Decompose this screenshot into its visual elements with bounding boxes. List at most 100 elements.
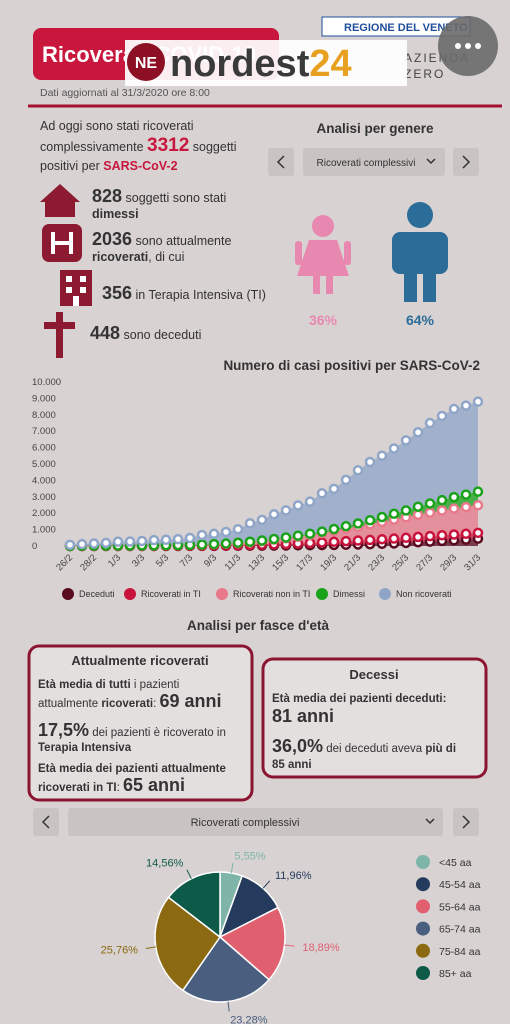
dropdown-chevron bbox=[425, 818, 435, 825]
data-point bbox=[328, 483, 340, 495]
value-label: 64% bbox=[406, 312, 435, 328]
data-point bbox=[268, 508, 280, 520]
area bbox=[70, 401, 478, 546]
legend-label: Ricoverati non in TI bbox=[233, 589, 310, 599]
data-point bbox=[400, 532, 412, 544]
data-point bbox=[340, 520, 352, 532]
data-point bbox=[184, 532, 196, 544]
watermark-text: 24 bbox=[309, 43, 351, 85]
box-text: tutti bbox=[109, 679, 131, 691]
data-point bbox=[112, 536, 124, 547]
data-point bbox=[304, 528, 316, 539]
box-text: Terapia Intensiva bbox=[38, 742, 132, 754]
data-point bbox=[424, 498, 436, 509]
pie-slice bbox=[218, 906, 286, 981]
icon-head bbox=[312, 215, 334, 237]
data-point bbox=[220, 526, 232, 538]
virus-name: SARS-CoV-2 bbox=[103, 159, 177, 173]
data-point bbox=[448, 403, 460, 415]
dropdown-chevron bbox=[426, 158, 436, 165]
building-window bbox=[66, 276, 72, 282]
data-point bbox=[352, 535, 364, 546]
icon-leg bbox=[326, 276, 333, 294]
dropdown[interactable] bbox=[68, 808, 443, 836]
data-point bbox=[472, 396, 484, 407]
region-name: REGIONE DEL VENETO bbox=[344, 22, 468, 34]
y-tick-label: 9.000 bbox=[32, 393, 56, 404]
data-point bbox=[340, 535, 352, 547]
data-point bbox=[220, 538, 232, 549]
menu-dot bbox=[475, 43, 481, 49]
prev-button[interactable] bbox=[268, 148, 294, 176]
menu-dot bbox=[465, 43, 471, 49]
y-tick-label: 4.000 bbox=[32, 475, 56, 486]
data-point bbox=[364, 515, 376, 526]
box-text: : bbox=[153, 698, 156, 710]
building-window bbox=[80, 276, 86, 282]
data-point bbox=[460, 400, 472, 411]
pie-label: 18,89% bbox=[302, 942, 340, 954]
data-point bbox=[280, 505, 292, 516]
summary-text: positivi per bbox=[40, 159, 100, 173]
watermark-box bbox=[125, 40, 407, 86]
data-point bbox=[376, 511, 388, 523]
box-text: ricoverati bbox=[101, 698, 153, 710]
legend-label: Dimessi bbox=[333, 589, 365, 599]
data-point bbox=[88, 538, 100, 549]
icon-arm bbox=[295, 241, 302, 265]
next-button[interactable] bbox=[453, 808, 479, 836]
prev-button[interactable] bbox=[33, 808, 59, 836]
pie-label: 14,56% bbox=[146, 858, 184, 870]
data-point bbox=[172, 533, 184, 545]
data-point bbox=[412, 531, 424, 543]
icon-body bbox=[297, 240, 349, 276]
box-text: 17,5% dei pazienti è ricoverato in bbox=[38, 720, 226, 740]
dropdown[interactable] bbox=[303, 148, 445, 176]
data-point bbox=[148, 534, 160, 546]
stat-text: soggetti sono stati bbox=[126, 191, 227, 205]
box-text: 36,0% dei deceduti aveva più di bbox=[272, 736, 456, 756]
section-title: Analisi per genere bbox=[316, 121, 434, 136]
pie-label: 23,28% bbox=[230, 1014, 268, 1024]
area bbox=[70, 532, 478, 546]
prev-arrow bbox=[41, 815, 50, 829]
legend-marker bbox=[416, 899, 430, 914]
legend-label: Deceduti bbox=[79, 589, 115, 599]
legend-marker bbox=[216, 588, 228, 600]
area bbox=[70, 505, 478, 546]
box-text: ricoverati in TI bbox=[38, 782, 117, 794]
legend-label: Non ricoverati bbox=[396, 589, 452, 599]
hospital-letter bbox=[51, 232, 73, 254]
info-box bbox=[27, 644, 254, 802]
stat-number: 448 bbox=[90, 323, 120, 343]
next-button[interactable] bbox=[453, 148, 479, 176]
stat-line: 2036 sono attualmente bbox=[92, 229, 231, 249]
data-point bbox=[400, 505, 412, 516]
data-point bbox=[316, 537, 328, 548]
data-point bbox=[460, 489, 472, 500]
info-box bbox=[261, 657, 488, 779]
data-point bbox=[196, 539, 208, 550]
box-text: 85 anni bbox=[272, 759, 312, 771]
box-text: Età media di bbox=[38, 679, 106, 691]
data-point bbox=[208, 528, 220, 540]
data-point bbox=[304, 496, 316, 507]
watermark-text: nordest bbox=[170, 43, 310, 85]
summary-text: complessivamente bbox=[40, 140, 144, 154]
data-point bbox=[424, 507, 436, 518]
legend-marker bbox=[416, 855, 430, 869]
value-label: 36% bbox=[309, 312, 338, 328]
data-point bbox=[316, 526, 328, 537]
legend-marker bbox=[416, 966, 430, 980]
building-window bbox=[66, 287, 72, 293]
data-point bbox=[400, 435, 412, 446]
legend-label: 55-64 aa bbox=[439, 901, 481, 913]
data-point bbox=[100, 537, 112, 549]
pie-label: 25,76% bbox=[101, 945, 139, 957]
building-icon bbox=[60, 270, 92, 306]
data-point bbox=[316, 488, 328, 499]
data-point bbox=[376, 450, 388, 461]
stat-text: sono deceduti bbox=[124, 328, 202, 342]
box-text: più di bbox=[425, 743, 456, 755]
